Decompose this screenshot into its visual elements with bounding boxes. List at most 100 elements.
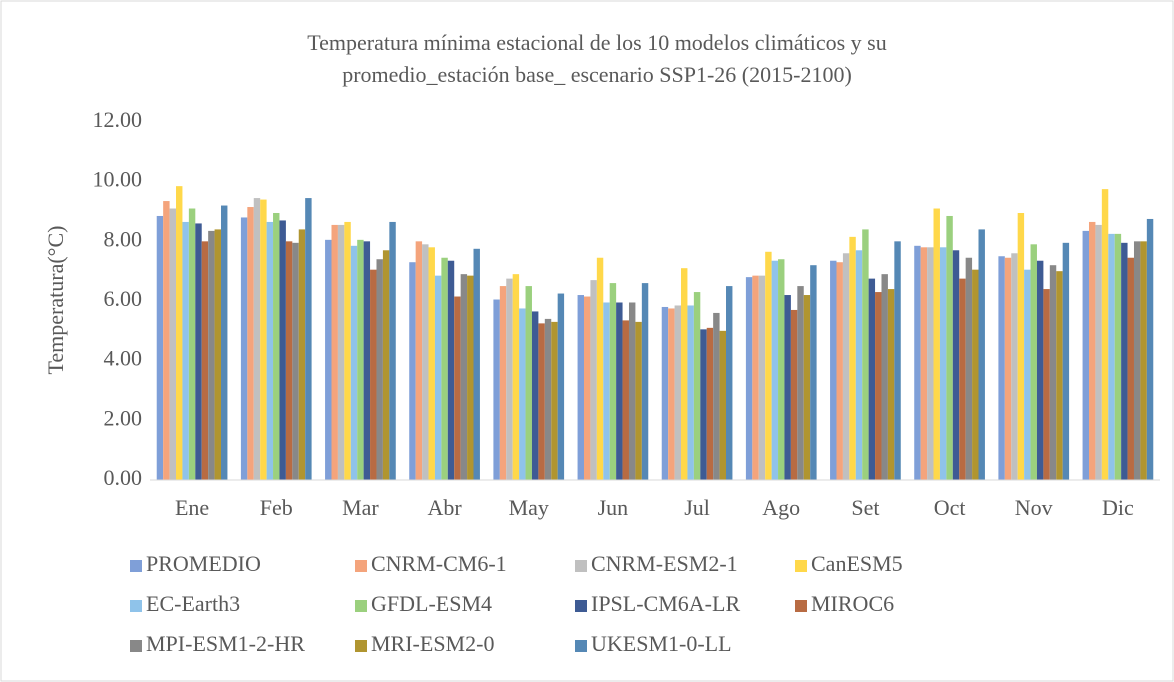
- bar: [1095, 224, 1102, 480]
- x-tick-label: May: [509, 495, 549, 520]
- bar: [881, 274, 888, 480]
- bar: [1011, 253, 1018, 480]
- bar: [952, 250, 960, 480]
- bar: [622, 320, 629, 480]
- bar: [635, 321, 642, 480]
- bar: [415, 241, 423, 480]
- x-tick-label: Ago: [762, 495, 800, 520]
- bar: [253, 198, 261, 480]
- bar: [441, 257, 448, 480]
- bar: [1088, 221, 1096, 481]
- bar: [849, 236, 856, 480]
- bar: [790, 309, 798, 480]
- bar: [687, 305, 694, 480]
- bar: [331, 224, 338, 480]
- bar: [628, 302, 636, 480]
- bar: [163, 201, 170, 480]
- bar: [674, 305, 682, 480]
- bar: [946, 215, 953, 480]
- legend-swatch: [130, 600, 142, 612]
- bar: [771, 260, 779, 480]
- bar: [260, 199, 267, 481]
- bar: [603, 302, 610, 480]
- bar: [681, 268, 688, 480]
- bar: [357, 239, 364, 480]
- bar: [544, 318, 552, 480]
- bar: [434, 275, 442, 480]
- y-tick-label: 4.00: [104, 346, 143, 371]
- bar: [927, 247, 934, 480]
- bar: [1140, 241, 1147, 480]
- y-tick-label: 6.00: [104, 286, 143, 311]
- bar: [920, 247, 928, 480]
- x-tick-label: Abr: [427, 495, 462, 520]
- bar: [1127, 257, 1134, 480]
- bar: [810, 265, 817, 480]
- bar: [531, 311, 539, 480]
- legend-swatch: [575, 560, 587, 572]
- y-tick-label: 10.00: [93, 167, 143, 192]
- bar: [557, 293, 565, 480]
- bar: [765, 251, 772, 480]
- legend-swatch: [575, 600, 587, 612]
- bar: [169, 208, 177, 480]
- legend-swatch: [795, 560, 807, 572]
- x-tick-label: Set: [851, 495, 879, 520]
- x-tick-label: Dic: [1102, 495, 1134, 520]
- bar: [305, 198, 312, 480]
- bar: [1056, 271, 1063, 480]
- legend-label: CNRM-ESM2-1: [591, 551, 738, 576]
- bar: [1036, 260, 1044, 480]
- bar: [344, 221, 351, 481]
- bar: [862, 229, 869, 480]
- bar: [363, 241, 371, 480]
- y-tick-label: 2.00: [104, 405, 143, 430]
- legend-label: UKESM1-0-LL: [591, 631, 732, 656]
- bar: [1101, 189, 1109, 480]
- chart-title: promedio_estación base_ escenario SSP1-2…: [342, 62, 852, 87]
- bar: [182, 221, 189, 481]
- x-tick-label: Nov: [1015, 495, 1053, 520]
- bar: [247, 207, 254, 480]
- bar: [914, 245, 921, 480]
- chart-title: Temperatura mínima estacional de los 10 …: [307, 30, 886, 55]
- bar: [525, 286, 532, 480]
- bar: [428, 247, 435, 480]
- legend-label: MPI-ESM1-2-HR: [146, 631, 305, 656]
- x-tick-label: Jul: [684, 495, 710, 520]
- bar: [1004, 257, 1012, 480]
- bar: [195, 223, 202, 480]
- bar: [933, 208, 940, 480]
- legend-label: PROMEDIO: [146, 551, 261, 576]
- legend-swatch: [130, 560, 142, 572]
- bar: [1024, 269, 1031, 480]
- bar: [1108, 233, 1115, 480]
- bar: [273, 212, 280, 480]
- bar: [266, 221, 274, 481]
- bar: [176, 186, 183, 480]
- bar: [493, 299, 500, 480]
- x-tick-label: Ene: [175, 495, 209, 520]
- bar: [512, 274, 520, 480]
- bar: [389, 221, 396, 481]
- y-tick-label: 8.00: [104, 226, 143, 251]
- x-tick-label: Feb: [260, 495, 293, 520]
- y-tick-label: 12.00: [93, 107, 143, 132]
- bar: [706, 327, 714, 480]
- bar: [285, 241, 293, 480]
- bar: [1049, 265, 1057, 480]
- bar: [519, 308, 526, 480]
- bar: [959, 278, 966, 480]
- bar: [842, 253, 850, 480]
- bar: [978, 229, 985, 480]
- bar: [370, 269, 377, 480]
- bar: [221, 205, 228, 481]
- legend-swatch: [130, 640, 142, 652]
- bar: [376, 259, 383, 480]
- bar: [422, 244, 429, 480]
- bar: [726, 286, 733, 480]
- bar: [506, 278, 513, 480]
- bar: [700, 329, 707, 480]
- bar: [460, 274, 468, 480]
- bar: [875, 292, 882, 480]
